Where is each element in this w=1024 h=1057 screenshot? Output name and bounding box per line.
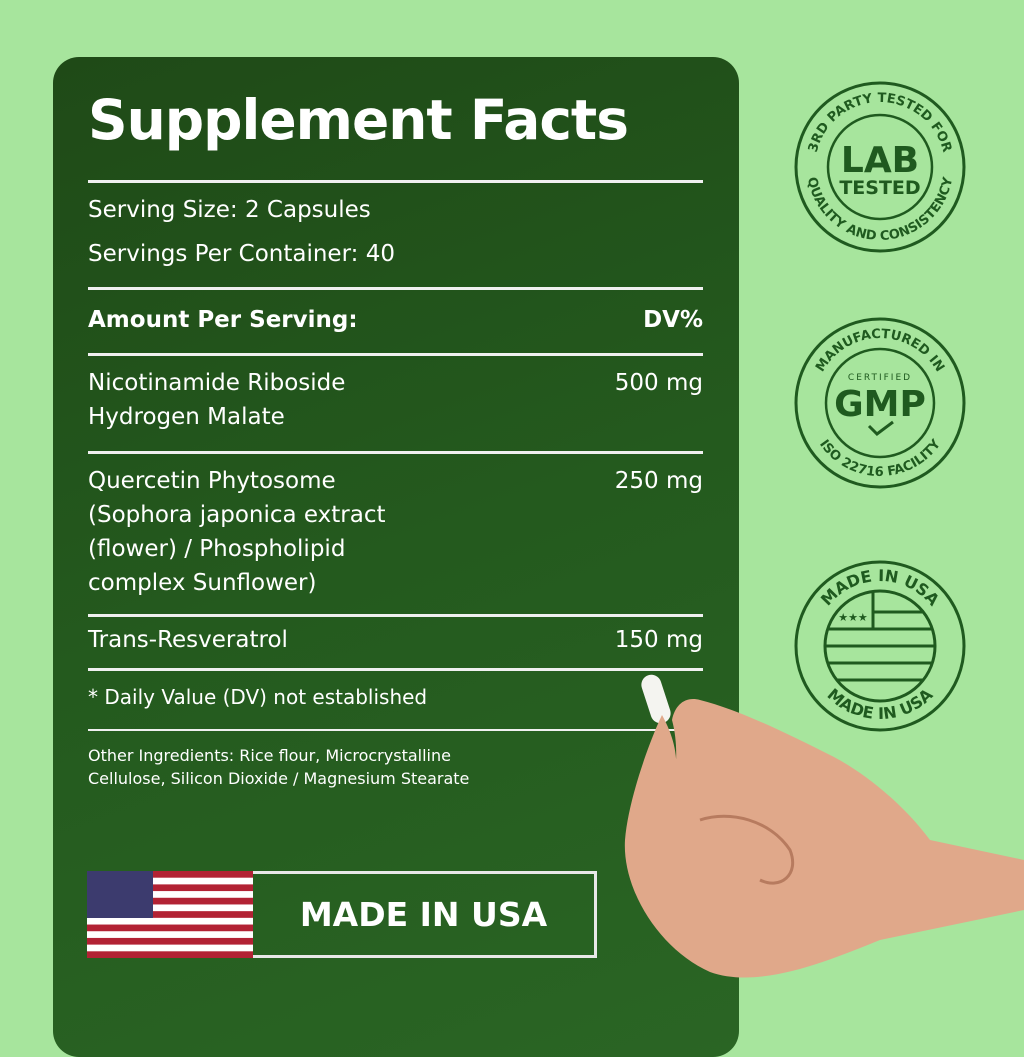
flag-stripe — [87, 871, 253, 878]
servings-per-container: Servings Per Container: 40 — [88, 241, 395, 267]
gmp-certified-badge-icon: MANUFACTURED IN ISO 22716 FACILITY CERTI… — [794, 317, 966, 489]
divider — [88, 614, 703, 617]
divider — [88, 287, 703, 290]
ingredient-amount: 500 mg — [614, 370, 703, 396]
lab-tested-badge-icon: 3RD PARTY TESTED FOR QUALITY AND CONSIST… — [794, 81, 966, 253]
panel-title: Supplement Facts — [88, 88, 629, 152]
svg-text:★★★: ★★★ — [838, 611, 868, 624]
badge-text: MADE IN USA — [817, 566, 944, 610]
ingredient-amount: 150 mg — [614, 627, 703, 653]
ingredient-name: Nicotinamide Riboside — [88, 370, 346, 396]
dv-header: DV% — [643, 307, 703, 333]
divider — [88, 180, 703, 183]
badge-text: CERTIFIED — [848, 373, 912, 383]
serving-size: Serving Size: 2 Capsules — [88, 197, 371, 223]
divider — [88, 729, 703, 731]
ingredient-name: Quercetin Phytosome — [88, 468, 336, 494]
ingredient-amount: 250 mg — [614, 468, 703, 494]
flag-stripe — [87, 937, 253, 945]
divider — [88, 668, 703, 671]
ingredient-name: Hydrogen Malate — [88, 404, 285, 430]
hand-holding-capsule-image — [624, 674, 1024, 978]
footnote: * Daily Value (DV) not established — [88, 685, 428, 709]
other-ingredients: Cellulose, Silicon Dioxide / Magnesium S… — [88, 769, 470, 788]
ingredient-name: (flower) / Phospholipid — [88, 536, 346, 562]
flag-stripe — [87, 924, 253, 932]
made-in-usa-badge-icon: ★★★ MADE IN USA MADE IN USA — [794, 560, 966, 732]
us-flag-icon — [87, 871, 253, 958]
flag-stripe — [87, 884, 253, 892]
ingredient-name: complex Sunflower) — [88, 570, 317, 596]
flag-stripe — [87, 911, 253, 918]
ingredient-name: (Sophora japonica extract — [88, 502, 386, 528]
flag-stripe — [87, 897, 253, 905]
flag-stripe — [87, 951, 253, 958]
badge-text: LAB — [841, 140, 919, 181]
divider — [88, 451, 703, 454]
ingredient-name: Trans-Resveratrol — [88, 627, 288, 653]
badge-text: TESTED — [839, 177, 920, 199]
made-in-usa-label: MADE IN USA — [253, 871, 597, 958]
badge-text: GMP — [834, 384, 926, 425]
svg-text:MADE IN USA: MADE IN USA — [817, 566, 944, 610]
divider — [88, 353, 703, 356]
amount-header: Amount Per Serving: — [88, 307, 358, 333]
other-ingredients: Other Ingredients: Rice flour, Microcrys… — [88, 746, 451, 765]
